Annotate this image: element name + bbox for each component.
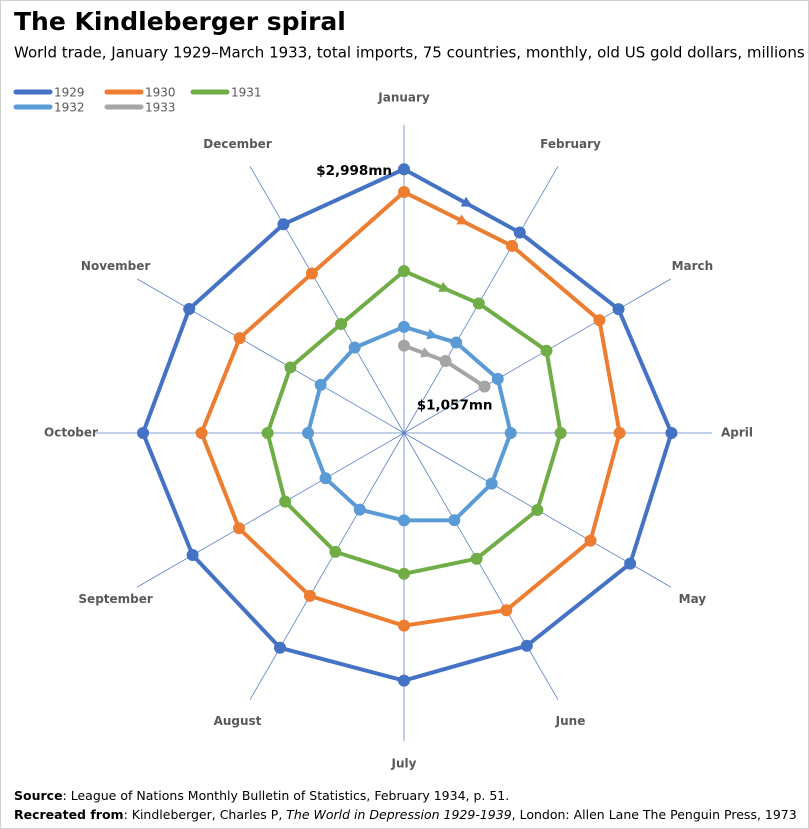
direction-arrow [456, 214, 469, 225]
data-point [302, 427, 315, 439]
annotation: $2,998mn [316, 163, 392, 179]
data-point [261, 427, 274, 439]
data-point [472, 297, 485, 310]
data-point [665, 427, 678, 439]
data-point [305, 267, 318, 280]
spoke [137, 432, 405, 588]
data-point [593, 314, 606, 327]
data-point [478, 380, 491, 393]
data-point [485, 477, 498, 490]
category-label: April [721, 426, 753, 440]
data-point [554, 427, 567, 439]
spoke [137, 278, 405, 434]
legend-label: 1930 [145, 86, 176, 100]
data-point [186, 549, 199, 562]
spoke [403, 278, 671, 434]
legend-label: 1929 [54, 86, 85, 100]
data-point [540, 344, 553, 357]
data-point [513, 226, 526, 239]
data-point [439, 355, 452, 368]
data-point [319, 472, 332, 485]
series-line [141, 167, 674, 683]
data-point [504, 427, 517, 439]
data-point [398, 320, 410, 333]
data-point [329, 545, 342, 558]
recreated-rest: , London: Allen Lane The Penguin Press, … [512, 807, 797, 822]
data-point [273, 641, 286, 654]
data-point [506, 239, 519, 252]
category-label: March [672, 259, 714, 273]
chart-title: The Kindleberger spiral [14, 7, 346, 36]
data-point [398, 185, 410, 198]
category-label: July [391, 757, 417, 771]
data-point [398, 163, 410, 176]
data-point [279, 495, 292, 508]
spoke [249, 166, 405, 434]
data-point [612, 303, 625, 316]
data-point [520, 639, 533, 652]
data-point [335, 318, 348, 331]
data-point [277, 218, 290, 231]
data-point [348, 341, 361, 354]
data-point [183, 302, 196, 315]
data-point [137, 427, 150, 439]
data-point [398, 265, 410, 278]
data-point [491, 372, 504, 385]
data-point [353, 503, 366, 516]
recreated-title: The World in Depression 1929-1939 [286, 807, 511, 822]
legend-label: 1931 [231, 86, 262, 100]
data-point [613, 427, 626, 439]
legend-label: 1933 [145, 101, 176, 115]
category-label: September [78, 592, 152, 606]
direction-arrow [438, 281, 451, 292]
recreated-label: Recreated from [14, 807, 124, 822]
data-point [500, 604, 513, 617]
data-point [398, 514, 410, 527]
source-text: : League of Nations Monthly Bulletin of … [63, 788, 510, 803]
spoke [403, 432, 559, 700]
category-label: November [81, 259, 150, 273]
data-point [448, 514, 461, 527]
data-point [398, 619, 410, 632]
category-label: August [214, 714, 262, 728]
data-point [531, 504, 544, 516]
direction-arrow [426, 328, 439, 340]
direction-arrow [460, 196, 473, 207]
data-point [398, 674, 410, 687]
data-point [284, 361, 297, 374]
data-point [233, 332, 246, 345]
category-label: December [203, 137, 272, 151]
data-point [303, 589, 316, 602]
data-point [233, 522, 246, 535]
data-point [398, 567, 410, 580]
category-label: October [44, 426, 98, 440]
recreated-text: : Kindleberger, Charles P, [124, 807, 287, 822]
data-point [470, 552, 483, 565]
data-point [624, 557, 637, 570]
category-label: February [540, 137, 601, 151]
category-label: May [679, 592, 707, 606]
data-point [314, 378, 327, 391]
spoke [249, 432, 405, 700]
chart-subtitle: World trade, January 1929–March 1933, to… [14, 44, 805, 62]
category-label: January [377, 91, 430, 105]
data-point [195, 427, 208, 439]
data-point [450, 336, 463, 349]
source-label: Source [14, 788, 63, 803]
source-note: Source: League of Nations Monthly Bullet… [14, 788, 509, 803]
data-point [398, 339, 410, 352]
category-label: June [555, 714, 586, 728]
data-point [584, 534, 597, 547]
recreated-note: Recreated from: Kindleberger, Charles P,… [14, 807, 797, 822]
legend-label: 1932 [54, 101, 85, 115]
direction-arrow [420, 347, 433, 358]
annotation: $1,057mn [417, 397, 493, 413]
